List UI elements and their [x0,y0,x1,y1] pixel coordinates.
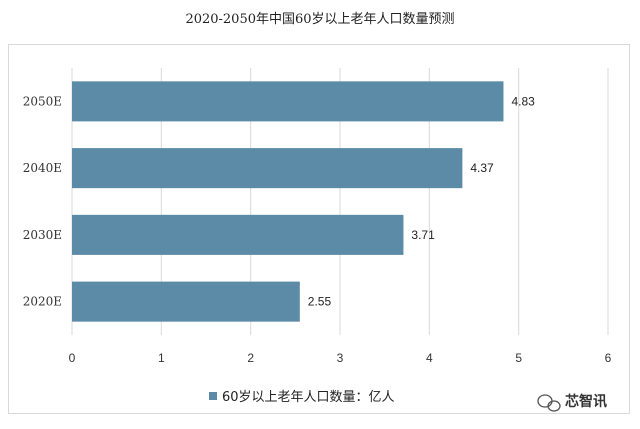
chart-frame [8,44,630,414]
category-label: 2040E [23,161,62,175]
x-tick-label: 6 [605,351,612,365]
bar-2050E [72,81,504,122]
category-label: 2020E [23,295,62,309]
wechat-icon [537,394,561,412]
watermark-text: 芯智讯 [565,393,607,410]
bar-2030E [72,214,404,255]
value-label: 4.37 [470,161,494,175]
watermark: 芯智讯 [537,393,607,412]
x-tick-label: 4 [426,351,433,365]
x-tick-label: 3 [337,351,344,365]
category-label: 2050E [23,94,62,108]
legend-swatch [209,392,217,400]
category-label: 2030E [23,228,62,242]
legend-label: 60岁以上老年人口数量：亿人 [222,390,395,405]
value-label: 4.83 [511,94,535,108]
value-label: 2.55 [308,295,332,309]
x-tick-label: 0 [69,351,76,365]
bar-2020E [72,281,300,322]
x-tick-label: 1 [158,351,165,365]
x-tick-label: 5 [515,351,522,365]
value-label: 3.71 [411,228,435,242]
chart-title: 2020-2050年中国60岁以上老年人口数量预测 [185,12,455,27]
x-tick-label: 2 [247,351,254,365]
bar-2040E [72,148,463,189]
